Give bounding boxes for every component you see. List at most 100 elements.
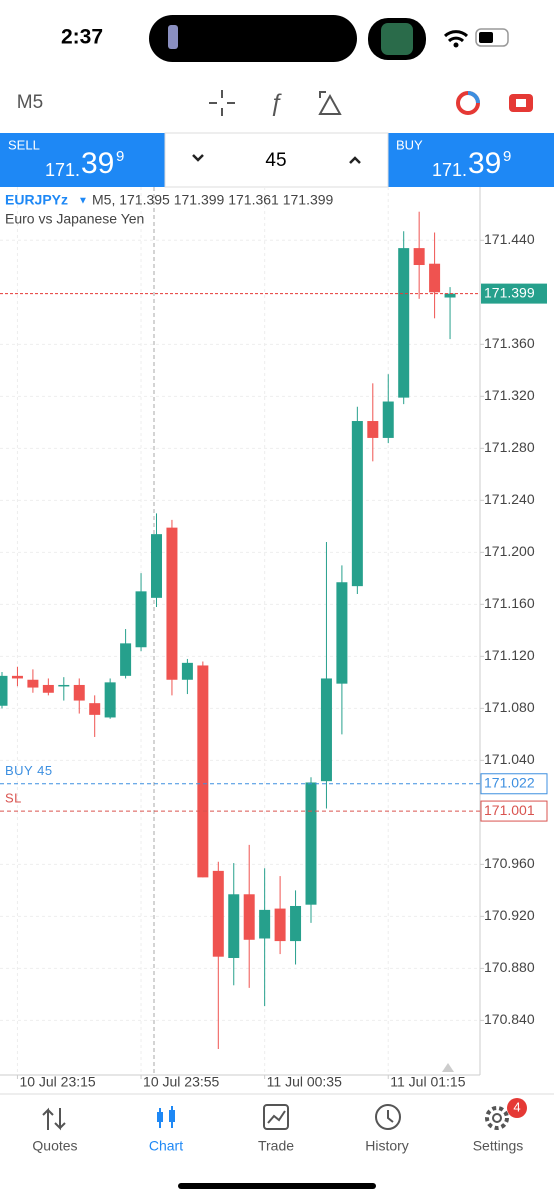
y-tick-label: 171.120 [484, 647, 535, 663]
volume-box [164, 132, 389, 188]
buy-price-pips: 39 [468, 147, 501, 180]
nav-label[interactable]: Chart [149, 1138, 183, 1154]
nav-label[interactable]: Settings [473, 1138, 524, 1154]
candle-body [58, 684, 70, 687]
candle-body [336, 582, 348, 684]
symbol[interactable]: EURJPYz [5, 192, 68, 208]
candle-body [444, 293, 456, 298]
candle-body [398, 248, 410, 398]
home-indicator [178, 1183, 376, 1189]
wifi-dot [453, 42, 459, 48]
x-tick-label: 11 Jul 01:15 [390, 1074, 465, 1090]
candle-body [0, 675, 8, 706]
candle-body [151, 534, 162, 598]
buy-price-point: 9 [503, 148, 511, 165]
buy-button[interactable] [388, 133, 554, 187]
candle-body [429, 263, 441, 293]
x-tick-label: 10 Jul 23:55 [143, 1074, 219, 1090]
volume-down[interactable] [192, 154, 204, 162]
candle-body [27, 679, 39, 688]
price-line-box [480, 773, 548, 795]
quotes-icon[interactable] [42, 1107, 66, 1131]
candle-body [42, 684, 54, 693]
battery-level [479, 32, 493, 43]
chart-icon-b [169, 1110, 175, 1122]
sell-button[interactable] [0, 133, 165, 187]
candle-body [166, 527, 178, 680]
candle-body [73, 684, 85, 701]
y-tick-label: 171.440 [484, 231, 535, 247]
chart-icon[interactable] [157, 1112, 163, 1122]
ohlc-info: M5, 171.395 171.399 171.361 171.399 [92, 192, 334, 208]
y-tick-label: 171.080 [484, 699, 535, 715]
candle-body [243, 894, 255, 940]
last-price-box [481, 283, 547, 304]
candle-body [413, 248, 425, 266]
history-icon[interactable] [375, 1104, 401, 1130]
badge [507, 1098, 527, 1118]
y-tick-label: 171.280 [484, 439, 535, 455]
volume-up[interactable] [349, 156, 361, 164]
app-icon [381, 23, 413, 55]
shift-marker [442, 1063, 454, 1072]
y-tick-label: 170.920 [484, 907, 535, 923]
candle-body [320, 678, 332, 782]
y-tick-label: 171.200 [484, 543, 535, 559]
y-tick-label: 170.840 [484, 1011, 535, 1027]
buy-price-big: 171. [432, 160, 467, 180]
nav-label[interactable]: History [365, 1138, 409, 1154]
candle-body [181, 662, 193, 680]
chart: 171.440 171.360 171.320 171.280 171.240 171.2… [0, 187, 548, 1090]
sell-price-big: 171. [45, 160, 80, 180]
y-tick-label: 170.960 [484, 855, 535, 871]
nav-label[interactable]: Quotes [32, 1138, 77, 1154]
candle-body [228, 894, 240, 958]
objects-icon[interactable] [318, 91, 342, 115]
candle-body [11, 675, 23, 679]
y-tick-label: 171.320 [484, 387, 535, 403]
flashlight-icon [168, 25, 178, 49]
candle-body [104, 682, 116, 718]
nav: Quotes Chart Trade History Settings [32, 1138, 523, 1154]
price-line-value: 171.022 [484, 774, 535, 790]
crosshair-icon[interactable] [209, 90, 235, 116]
trade-nav-icon[interactable] [263, 1104, 289, 1130]
y-tick-label: 171.240 [484, 491, 535, 507]
x-tick-label: 11 Jul 00:35 [267, 1074, 342, 1090]
sell-label: SELL [8, 137, 40, 152]
symbol-description: Euro vs Japanese Yen [5, 211, 144, 227]
nav-label[interactable]: Trade [258, 1138, 294, 1154]
candle-body [197, 665, 209, 878]
candle-body [305, 782, 317, 905]
candle-body [351, 421, 363, 587]
wifi-icon [443, 30, 469, 43]
badge-count: 4 [513, 1099, 520, 1114]
trade-nav-line [267, 1110, 286, 1124]
candle-body [367, 421, 379, 438]
candle-body [212, 870, 224, 957]
sell-price-pips: 39 [81, 147, 114, 180]
settings-icon[interactable] [485, 1106, 509, 1130]
symbol-menu[interactable]: ▼ [78, 196, 88, 207]
timeframe[interactable]: M5 [17, 92, 43, 113]
x-tick-label: 10 Jul 23:15 [19, 1074, 95, 1090]
y-tick-label: 171.360 [484, 335, 535, 351]
candle-body [259, 909, 271, 939]
y-tick-label: 170.880 [484, 959, 535, 975]
clock: 2:37 [61, 26, 103, 49]
candle-body [135, 591, 147, 648]
dynamic-island [149, 15, 357, 62]
trade-icon-part [467, 91, 480, 104]
price-line-name: BUY 45 [5, 763, 53, 778]
price-line-box [480, 800, 548, 822]
oneclick-icon-inner [516, 99, 526, 107]
buy-label: BUY [396, 137, 423, 152]
y-tick-label: 171.160 [484, 595, 535, 611]
settings-hub [492, 1113, 502, 1123]
candle-body [274, 908, 286, 942]
battery [475, 28, 509, 47]
volume[interactable]: 45 [265, 150, 286, 171]
candle-body [382, 401, 394, 438]
indicators-icon[interactable]: ƒ [269, 89, 282, 116]
